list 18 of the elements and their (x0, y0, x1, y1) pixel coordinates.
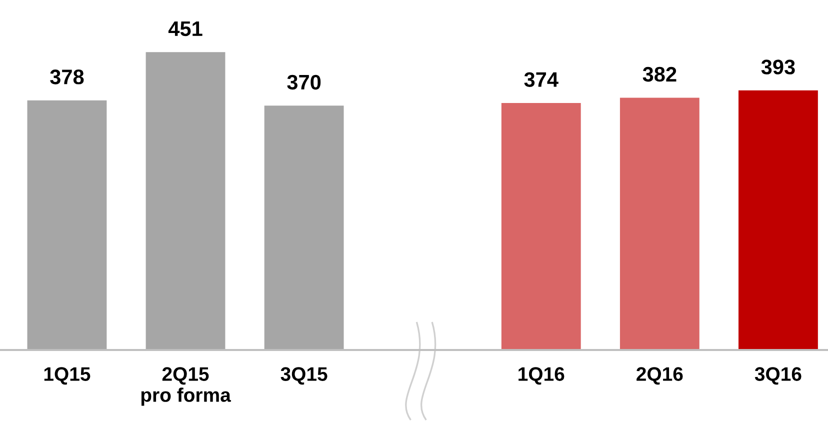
data-label: 382 (642, 66, 676, 82)
bar (27, 100, 107, 350)
data-label: 393 (761, 60, 795, 74)
data-label: 451 (168, 22, 202, 36)
x-tick-label: 2Q16 (636, 367, 683, 385)
data-label: 370 (287, 74, 321, 90)
x-tick-label: 3Q15 (280, 367, 328, 385)
bar (620, 98, 700, 350)
x-tick-label: 3Q16 (754, 367, 802, 385)
data-label: 374 (524, 72, 558, 87)
bar (738, 90, 818, 350)
bar (264, 106, 344, 350)
data-label: 378 (50, 70, 84, 84)
bar (501, 102, 581, 350)
x-tick-label: 2Q15 pro forma (141, 367, 232, 406)
x-tick-label: 1Q15 (44, 367, 90, 385)
bar (146, 52, 226, 350)
x-tick-label: 1Q16 (518, 367, 564, 385)
